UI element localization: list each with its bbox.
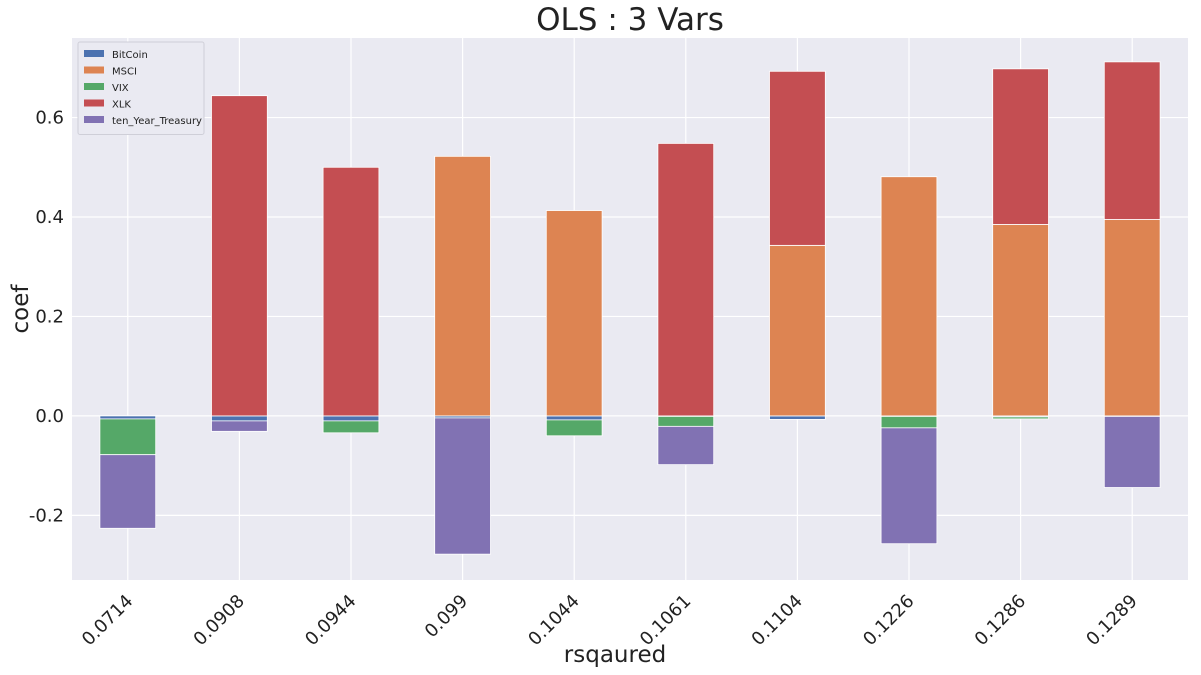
x-tick-label: 0.1289 [1082, 591, 1141, 650]
legend-label-bitcoin: BitCoin [112, 50, 148, 61]
bar-xlk-0.0908 [211, 95, 268, 417]
legend-box [77, 41, 205, 135]
x-tick-label: 0.099 [421, 591, 472, 642]
bar-xlk-0.0944 [322, 166, 380, 417]
y-tick-label: 0.2 [35, 306, 64, 327]
legend-label-vix: VIX [112, 83, 129, 94]
bar-ten-year-treasury-0.1061 [657, 425, 715, 466]
bar-msci-0.1286 [992, 224, 1049, 417]
chart-title: OLS : 3 Vars [536, 2, 724, 38]
bar-msci-0.099 [434, 155, 491, 417]
bar-ten-year-treasury-0.1289 [1103, 416, 1161, 488]
bar-xlk-0.1104 [769, 70, 826, 246]
x-axis-title: rsqaured [564, 642, 666, 668]
x-tick-label: 0.0908 [190, 591, 249, 650]
legend: BitCoin MSCI VIX XLK ten_Year_Treasury [77, 41, 205, 135]
x-tick-label: 0.0714 [78, 591, 137, 650]
x-tick-label: 0.0944 [301, 591, 360, 650]
bar-xlk-0.1286 [992, 68, 1049, 225]
bar-vix-0.0714 [99, 418, 157, 456]
bar-msci-0.1104 [769, 244, 826, 417]
legend-swatch-bitcoin [84, 50, 104, 57]
y-tick-label: -0.2 [29, 505, 64, 526]
legend-swatch-msci [84, 66, 104, 74]
bar-msci-0.1226 [880, 176, 938, 417]
x-tick-label: 0.1104 [748, 591, 807, 650]
bar-xlk-0.1289 [1103, 61, 1161, 220]
bar-bitcoin-0.0714 [99, 415, 157, 420]
bar-bitcoin-0.0944 [322, 415, 380, 422]
legend-swatch-xlk [84, 99, 104, 107]
bar-ten-year-treasury-0.099 [434, 417, 491, 555]
bar-ten-year-treasury-0.1226 [880, 427, 938, 545]
y-tick-label: 0.0 [35, 406, 64, 427]
bar-vix-0.1061 [657, 416, 715, 427]
bar-msci-0.1044 [545, 210, 603, 417]
bar-vix-0.0944 [322, 420, 380, 434]
legend-label-xlk: XLK [112, 100, 131, 111]
legend-swatch-vix [84, 83, 104, 90]
legend-label-msci: MSCI [112, 67, 137, 78]
x-tick-label: 0.1226 [859, 591, 918, 650]
bar-xlk-0.1061 [657, 143, 715, 417]
bar-bitcoin-0.1044 [545, 415, 603, 421]
bar-bitcoin-0.0908 [211, 415, 268, 422]
bar-msci-0.1289 [1103, 219, 1161, 417]
bar-ten-year-treasury-0.0908 [211, 420, 268, 432]
bar-vix-0.1226 [880, 416, 938, 429]
y-tick-label: 0.4 [35, 207, 64, 228]
y-tick-label: 0.6 [35, 108, 64, 129]
bar-ten-year-treasury-0.0714 [99, 454, 157, 529]
bar-vix-0.1044 [545, 419, 603, 437]
legend-label-ten-year-treasury: ten_Year_Treasury [112, 116, 202, 127]
bar-bitcoin-0.1104 [769, 415, 826, 420]
legend-swatch-ten-year-treasury [84, 116, 104, 123]
bar-vix-0.1286 [992, 416, 1049, 420]
x-tick-label: 0.1286 [971, 591, 1030, 650]
y-axis-title: coef [8, 284, 34, 334]
